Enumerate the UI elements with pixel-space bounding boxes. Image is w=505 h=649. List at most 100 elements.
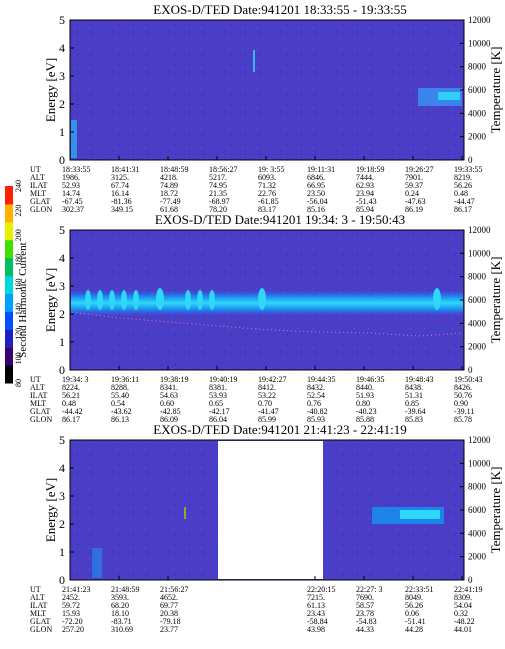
orbit-value: 0.60	[160, 399, 174, 408]
orbit-row-label: MLT	[30, 609, 46, 618]
orbit-value: 43.98	[307, 625, 325, 634]
orbit-row-label: ILAT	[30, 391, 47, 400]
orbit-row-label: GLAT	[30, 407, 51, 416]
ytick-label: 4	[59, 461, 65, 475]
panel-2-yticks: 0 1 2 3 4 5	[59, 223, 74, 377]
orbit-value: 54.04	[454, 601, 472, 610]
colorbar-swatch	[5, 239, 13, 259]
ytick-label: 3	[59, 69, 65, 83]
orbit-value: 86.09	[160, 415, 178, 424]
orbit-value: 0.85	[405, 399, 419, 408]
orbit-value: 56.21	[62, 391, 80, 400]
orbit-value: 8309.	[454, 593, 472, 602]
panel-2-orbit-table: UT 19:34: 3 19:36:11 19:38:19 19:40:19 19:42:…	[30, 366, 482, 424]
orbit-row-label: GLON	[30, 205, 52, 214]
orbit-value: 23.94	[356, 189, 374, 198]
panel-3-y2label: Temperature [K]	[488, 467, 503, 554]
orbit-value: 21:56:27	[160, 585, 188, 594]
panel-3-ylabel: Energy [eV]	[43, 478, 58, 542]
colorbar-tick-label: 100	[14, 352, 23, 364]
orbit-value: 0.80	[356, 399, 370, 408]
orbit-value: -81.36	[111, 197, 132, 206]
panel-1-ylabel: Energy [eV]	[43, 58, 58, 122]
orbit-value: 16.14	[111, 189, 129, 198]
y2tick-label: 4000	[468, 528, 487, 538]
orbit-value: 4652.	[160, 593, 178, 602]
y2tick-label: 0	[468, 365, 473, 375]
orbit-row-label: GLON	[30, 415, 52, 424]
orbit-value: 19:38:19	[160, 375, 188, 384]
orbit-value: 19:46:35	[356, 375, 384, 384]
colorbar: 80 100 120 140 160 180 200 220 240 Second Harmon…	[5, 180, 29, 387]
orbit-value: -67.45	[62, 197, 83, 206]
orbit-value: 61.68	[160, 205, 178, 214]
orbit-value: 59.37	[405, 181, 423, 190]
colorbar-swatch	[5, 311, 13, 330]
orbit-value: 2452.	[62, 593, 80, 602]
orbit-value: 19:40:19	[209, 375, 237, 384]
orbit-value: 62.93	[356, 181, 374, 190]
orbit-value: 8412.	[258, 383, 276, 392]
orbit-value: 8381.	[209, 383, 227, 392]
orbit-value: 8341.	[160, 383, 178, 392]
orbit-value: 22.76	[258, 189, 276, 198]
orbit-value: 18:48:59	[160, 165, 188, 174]
colorbar-swatch	[5, 365, 13, 384]
panel-2-y2label: Temperature [K]	[488, 257, 503, 344]
orbit-value: -61.85	[258, 197, 279, 206]
panel-3-orbit-table: UT 21:41:23 21:48:59 21:56:27 22:20:15 22:27:…	[30, 576, 482, 634]
y2tick-label: 4000	[468, 318, 487, 328]
ytick-label: 0	[59, 363, 65, 377]
orbit-value: 86.17	[62, 415, 80, 424]
orbit-value: 23.43	[307, 609, 325, 618]
orbit-value: 22:27: 3	[356, 585, 382, 594]
colorbar-tick-label: 240	[14, 180, 23, 192]
orbit-value: -44.42	[62, 407, 83, 416]
orbit-value: 3125.	[111, 173, 129, 182]
orbit-value: 61.13	[307, 601, 325, 610]
orbit-value: 19:50:43	[454, 375, 482, 384]
colorbar-tick-label: 220	[14, 205, 23, 217]
orbit-value: 52.54	[307, 391, 325, 400]
orbit-value: -42.17	[209, 407, 230, 416]
orbit-value: 74.89	[160, 181, 178, 190]
panel-1-y2label: Temperature [K]	[488, 47, 503, 134]
panel-2-band-bumps	[85, 288, 441, 310]
orbit-value: -40.82	[307, 407, 328, 416]
panel-3: EXOS-D/TED Date:941201 21:41:23 - 22:41:…	[30, 422, 503, 634]
panel-1-title: EXOS-D/TED Date:941201 18:33:55 - 19:33:…	[153, 2, 406, 17]
panel-1-right-blob-core	[438, 92, 460, 100]
y2tick-label: 6000	[468, 295, 487, 305]
colorbar-swatch	[5, 293, 13, 312]
ytick-label: 4	[59, 251, 65, 265]
panel-1-y2ticks: 0 2000 4000 6000 8000 10000 12000	[460, 15, 491, 165]
orbit-value: 7444.	[356, 173, 374, 182]
orbit-value: 22:41:19	[454, 585, 482, 594]
orbit-value: 18:33:55	[62, 165, 90, 174]
panel-1-left-burst	[71, 120, 77, 158]
orbit-value: 19:18:59	[356, 165, 384, 174]
orbit-value: 23.77	[160, 625, 178, 634]
panel-1-plot-area	[69, 19, 465, 161]
orbit-value: -42.85	[160, 407, 181, 416]
panel-2-title: EXOS-D/TED Date:941201 19:34: 3 - 19:50:…	[155, 212, 405, 227]
orbit-value: 19:44:35	[307, 375, 335, 384]
colorbar-tick-label: 140	[14, 303, 23, 315]
orbit-value: 85.16	[307, 205, 325, 214]
colorbar-tick-label: 160	[14, 279, 23, 291]
colorbar-label: Second Harmonic Current	[17, 242, 29, 357]
orbit-value: -39.11	[454, 407, 474, 416]
orbit-value: 86.17	[454, 205, 472, 214]
orbit-value: 15.93	[62, 609, 80, 618]
ytick-label: 2	[59, 517, 65, 531]
orbit-value: 86.19	[405, 205, 423, 214]
ytick-label: 2	[59, 307, 65, 321]
orbit-value: 52.93	[62, 181, 80, 190]
ytick-label: 0	[59, 573, 65, 587]
orbit-value: -48.22	[454, 617, 475, 626]
orbit-value: 66.95	[307, 181, 325, 190]
y2tick-label: 6000	[468, 85, 487, 95]
orbit-value: 53.22	[258, 391, 276, 400]
orbit-row-label: ALT	[30, 173, 45, 182]
